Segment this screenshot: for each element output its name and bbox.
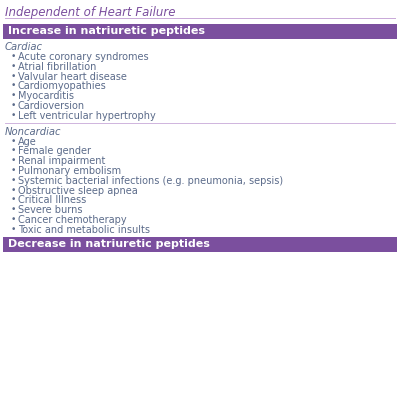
Text: Independent of Heart Failure: Independent of Heart Failure (5, 6, 176, 19)
Text: Left ventricular hypertrophy: Left ventricular hypertrophy (18, 111, 156, 121)
Text: •: • (11, 111, 16, 120)
Text: •: • (11, 101, 16, 110)
Text: Female gender: Female gender (18, 146, 91, 156)
Text: •: • (11, 52, 16, 61)
Text: Acute coronary syndromes: Acute coronary syndromes (18, 52, 149, 62)
Text: •: • (11, 205, 16, 214)
Text: Systemic bacterial infections (e.g. pneumonia, sepsis): Systemic bacterial infections (e.g. pneu… (18, 176, 283, 186)
Text: Cardiomyopathies: Cardiomyopathies (18, 82, 107, 92)
Text: Atrial fibrillation: Atrial fibrillation (18, 62, 96, 72)
Text: Cardioversion: Cardioversion (18, 101, 85, 111)
Text: •: • (11, 82, 16, 90)
Text: •: • (11, 146, 16, 156)
Text: Age: Age (18, 137, 37, 147)
Text: •: • (11, 137, 16, 146)
Text: •: • (11, 91, 16, 100)
Text: Obstructive sleep apnea: Obstructive sleep apnea (18, 186, 138, 196)
Text: Increase in natriuretic peptides: Increase in natriuretic peptides (8, 26, 205, 36)
Text: •: • (11, 72, 16, 81)
Text: •: • (11, 156, 16, 165)
Text: Noncardiac: Noncardiac (5, 127, 62, 137)
Text: •: • (11, 196, 16, 204)
Text: Myocarditis: Myocarditis (18, 91, 74, 101)
Text: Valvular heart disease: Valvular heart disease (18, 72, 127, 82)
Text: •: • (11, 215, 16, 224)
Text: Cancer chemotherapy: Cancer chemotherapy (18, 215, 127, 225)
FancyBboxPatch shape (3, 237, 397, 252)
Text: Cardiac: Cardiac (5, 42, 43, 52)
Text: Critical Illness: Critical Illness (18, 196, 86, 206)
FancyBboxPatch shape (3, 24, 397, 39)
Text: •: • (11, 166, 16, 175)
Text: •: • (11, 225, 16, 234)
Text: Decrease in natriuretic peptides: Decrease in natriuretic peptides (8, 239, 210, 249)
Text: Severe burns: Severe burns (18, 205, 82, 215)
Text: •: • (11, 186, 16, 195)
Text: •: • (11, 176, 16, 185)
Text: Renal impairment: Renal impairment (18, 156, 105, 166)
Text: •: • (11, 62, 16, 71)
Text: Toxic and metabolic insults: Toxic and metabolic insults (18, 225, 150, 235)
Text: Pulmonary embolism: Pulmonary embolism (18, 166, 121, 176)
